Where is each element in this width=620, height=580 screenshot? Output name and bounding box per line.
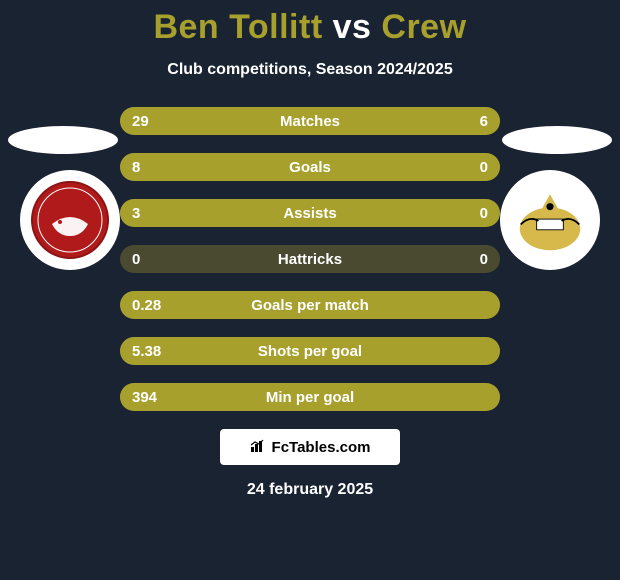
- stat-value-right: 6: [480, 107, 488, 135]
- stat-label: Matches: [120, 107, 500, 135]
- stat-bar: 0Hattricks0: [120, 245, 500, 273]
- stat-row: 5.38Shots per goal: [120, 337, 500, 365]
- brand-label: FcTables.com: [272, 439, 371, 456]
- stat-label: Goals: [120, 153, 500, 181]
- subtitle: Club competitions, Season 2024/2025: [0, 61, 620, 79]
- decorative-ellipse-left: [8, 126, 118, 154]
- stat-bar: 0.28Goals per match: [120, 291, 500, 319]
- stat-bar: 3Assists0: [120, 199, 500, 227]
- stat-row: 0Hattricks0: [120, 245, 500, 273]
- chart-icon: [250, 439, 266, 456]
- stat-row: 394Min per goal: [120, 383, 500, 411]
- stat-row: 3Assists0: [120, 199, 500, 227]
- stat-label: Hattricks: [120, 245, 500, 273]
- stat-bar: 29Matches6: [120, 107, 500, 135]
- brand-box: FcTables.com: [220, 429, 400, 465]
- stat-value-right: 0: [480, 245, 488, 273]
- vs-text: vs: [333, 8, 372, 46]
- stat-bar: 8Goals0: [120, 153, 500, 181]
- decorative-ellipse-right: [502, 126, 612, 154]
- stat-label: Min per goal: [120, 383, 500, 411]
- stat-row: 8Goals0: [120, 153, 500, 181]
- team-crest-right: [510, 180, 590, 260]
- team-badge-left: [20, 170, 120, 270]
- team-badge-right: [500, 170, 600, 270]
- stat-value-right: 0: [480, 199, 488, 227]
- stat-label: Assists: [120, 199, 500, 227]
- stat-label: Goals per match: [120, 291, 500, 319]
- page-title: Ben Tollitt vs Crew: [0, 0, 620, 47]
- date-label: 24 february 2025: [0, 481, 620, 499]
- stat-bar: 5.38Shots per goal: [120, 337, 500, 365]
- team-crest-left: [30, 180, 110, 260]
- stat-label: Shots per goal: [120, 337, 500, 365]
- player1-name: Ben Tollitt: [153, 8, 322, 46]
- stat-row: 0.28Goals per match: [120, 291, 500, 319]
- player2-name: Crew: [381, 8, 466, 46]
- stat-bar: 394Min per goal: [120, 383, 500, 411]
- stat-value-right: 0: [480, 153, 488, 181]
- stat-row: 29Matches6: [120, 107, 500, 135]
